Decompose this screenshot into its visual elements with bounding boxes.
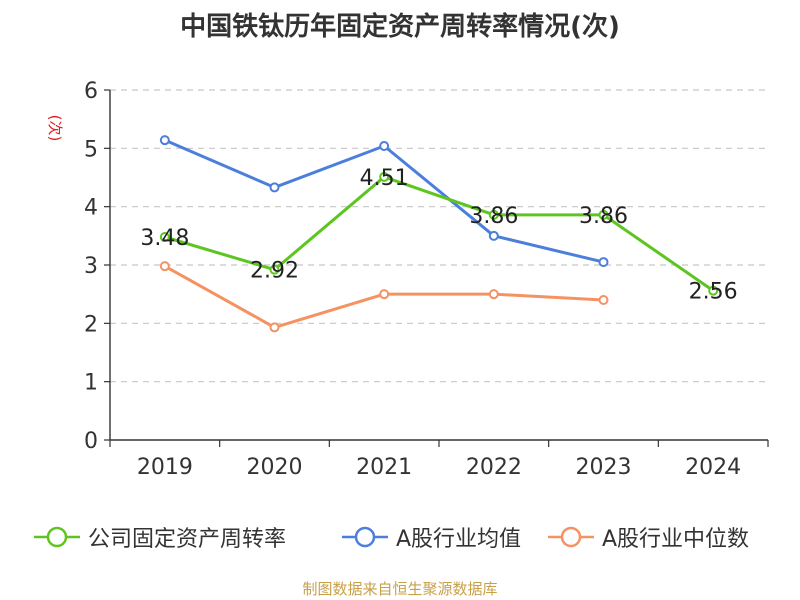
data-point[interactable]	[379, 141, 390, 151]
data-point[interactable]	[598, 209, 609, 220]
grid-lines	[110, 89, 768, 383]
series-line	[164, 138, 604, 264]
y-tick-label: 5	[84, 137, 98, 162]
x-tick-label: 2021	[356, 455, 412, 480]
y-tick-label: 2	[84, 312, 98, 337]
series-lines	[159, 135, 719, 333]
y-axis-title: (次)	[46, 115, 64, 142]
data-point[interactable]	[708, 285, 719, 296]
y-tick-label: 4	[84, 196, 98, 221]
data-label: 3.48	[140, 226, 189, 251]
data-labels: 3.48 2.92 4.51 3.86 3.86 2.56	[140, 166, 737, 305]
legend-item-industry-median[interactable]: A股行业中位数	[546, 520, 749, 554]
x-tick-label: 2020	[247, 455, 303, 480]
data-point[interactable]	[379, 171, 390, 182]
x-tick-label: 2024	[685, 455, 741, 480]
legend-swatch-blue	[342, 526, 388, 548]
legend-label-industry-mean: A股行业均值	[396, 527, 522, 552]
legend-label-industry-median: A股行业中位数	[602, 527, 750, 552]
series-line	[164, 175, 715, 292]
legend-item-industry-mean[interactable]: A股行业均值	[340, 520, 521, 554]
data-point[interactable]	[488, 230, 499, 241]
y-tick-label: 3	[84, 254, 98, 279]
data-point[interactable]	[159, 135, 170, 146]
data-point[interactable]	[269, 322, 280, 333]
x-tick-label: 2023	[576, 455, 632, 480]
data-point[interactable]	[379, 289, 390, 300]
data-point[interactable]	[598, 295, 609, 305]
x-tick-label: 2022	[466, 455, 522, 480]
x-tick-label: 2019	[137, 455, 193, 480]
data-point[interactable]	[269, 264, 280, 275]
data-label: 4.51	[360, 166, 409, 191]
y-tick-label: 1	[84, 371, 98, 396]
data-point[interactable]	[488, 289, 499, 300]
data-point[interactable]	[269, 182, 280, 193]
data-label: 2.92	[250, 259, 299, 284]
legend-swatch-orange	[548, 526, 594, 548]
data-source-note: 制图数据来自恒生聚源数据库	[302, 580, 498, 598]
legend-swatch-green	[34, 526, 80, 548]
legend-item-company[interactable]: 公司固定资产周转率	[32, 520, 286, 554]
chart-title: 中国铁钛历年固定资产周转率情况(次)	[180, 12, 620, 42]
data-point[interactable]	[488, 209, 499, 220]
data-label: 3.86	[469, 204, 518, 229]
y-tick-label: 0	[84, 429, 98, 454]
y-tick-label: 6	[84, 79, 98, 104]
data-point[interactable]	[159, 232, 170, 242]
legend-label-company: 公司固定资产周转率	[88, 527, 287, 552]
legend: 公司固定资产周转率 A股行业均值 A股行业中位数	[0, 520, 800, 554]
data-label: 3.86	[579, 204, 628, 229]
data-point[interactable]	[598, 257, 609, 268]
axes: 0 1 2 3 4 5 6 2019 2020 2021 2022 2023 2024	[84, 79, 769, 480]
data-point[interactable]	[159, 261, 170, 272]
data-label: 2.56	[689, 280, 738, 305]
